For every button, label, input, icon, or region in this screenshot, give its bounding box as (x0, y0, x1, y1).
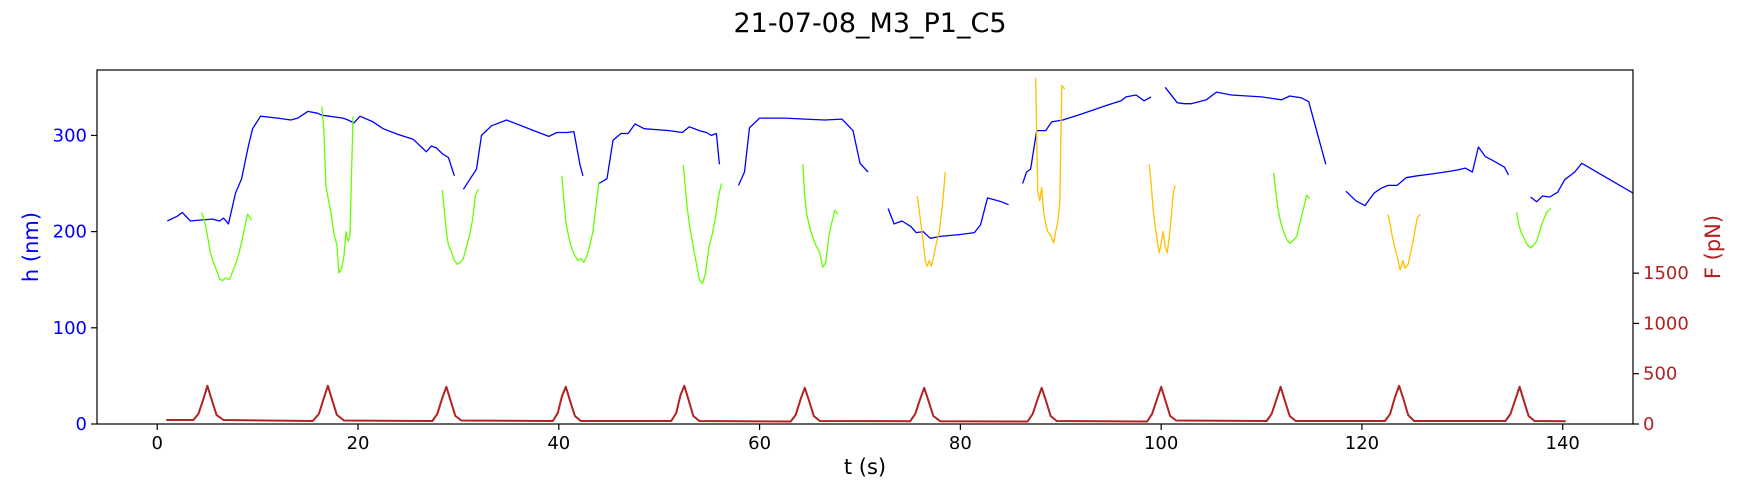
left-y-axis-ticks: 0 100 200 300 (53, 125, 97, 435)
right-y-axis-label: F (pN) (1701, 215, 1725, 279)
right-y-tick-label: 1000 (1643, 313, 1689, 334)
right-y-tick-label: 0 (1643, 414, 1654, 435)
right-y-tick-label: 1500 (1643, 263, 1689, 284)
height-series-line-12 (321, 106, 354, 274)
left-y-axis-label: h (nm) (19, 212, 43, 282)
left-y-tick-label: 100 (53, 318, 87, 339)
height-series-line-6 (1164, 86, 1327, 165)
force-series-line-23 (166, 384, 1566, 423)
height-series-line-19 (916, 171, 946, 267)
chart-title: 21-07-08_M3_P1_C5 (733, 8, 1006, 39)
x-tick-label: 140 (1546, 433, 1580, 454)
height-series-line-15 (682, 165, 723, 285)
height-series-line-2 (598, 123, 721, 185)
right-y-tick-label: 500 (1643, 364, 1677, 385)
height-series-line-16 (802, 164, 839, 268)
x-tick-label: 100 (1144, 433, 1178, 454)
right-y-axis-ticks: 0 500 1000 1500 (1633, 263, 1689, 435)
height-series-line-3 (737, 117, 869, 186)
x-axis-ticks: 0 20 40 60 80 100 120 140 (152, 424, 1580, 454)
height-series-line-22 (1387, 213, 1421, 271)
x-tick-label: 120 (1345, 433, 1379, 454)
height-series-line-11 (200, 212, 253, 282)
height-series-line-14 (561, 175, 600, 264)
height-series-line-7 (1345, 146, 1510, 207)
height-series-line-21 (1148, 164, 1176, 254)
plot-frame (96, 69, 1634, 425)
height-series-line-18 (1515, 208, 1552, 249)
height-series-line-5 (1021, 94, 1152, 184)
height-series-line-1 (462, 119, 584, 190)
height-series-line-4 (887, 197, 1009, 239)
height-series-line-17 (1272, 172, 1311, 244)
plot-lines (166, 77, 1634, 423)
height-series-line-13 (441, 189, 480, 265)
height-series-line-8 (1530, 162, 1634, 203)
x-tick-label: 80 (949, 433, 972, 454)
x-tick-label: 40 (547, 433, 570, 454)
x-tick-label: 0 (152, 433, 163, 454)
x-axis-label: t (s) (844, 455, 886, 479)
height-series-line-0 (167, 110, 456, 225)
x-tick-label: 20 (347, 433, 370, 454)
x-tick-label: 60 (748, 433, 771, 454)
height-series-line-20 (1035, 77, 1066, 244)
left-y-tick-label: 0 (76, 414, 87, 435)
left-y-tick-label: 200 (53, 222, 87, 243)
left-y-tick-label: 300 (53, 125, 87, 146)
